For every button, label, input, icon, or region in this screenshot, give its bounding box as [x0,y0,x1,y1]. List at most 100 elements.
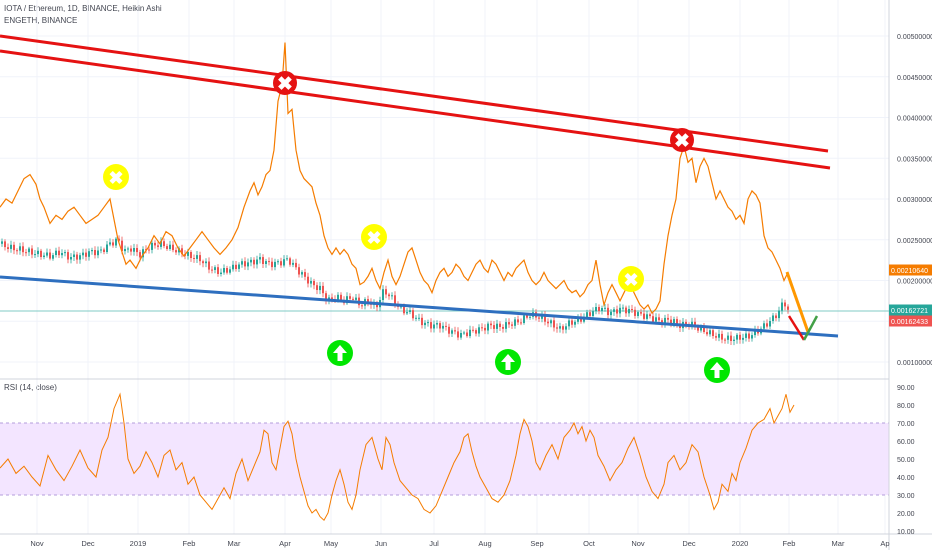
candle-body [481,327,483,329]
projection-red-line [787,315,806,341]
overlay-series-label: ENGETH, BINANCE [4,16,78,25]
rsi-tick-label: 40.00 [897,475,915,482]
candle-body [298,267,300,275]
candle-body [451,330,453,334]
candle-body [301,272,303,275]
candle-body [232,264,234,270]
support-line [0,275,839,338]
candle-body [256,259,258,265]
candle-body [346,296,348,304]
time-axis-labels: Nov Dec 2019 Feb Mar Apr May Jun Jul Aug Sep Oct Nov… [30,539,889,548]
candle-body [604,307,606,309]
candle-body [709,330,711,335]
time-tick-label: 2020 [732,539,749,548]
candle-body [478,327,480,334]
candle-body [643,313,645,319]
candle-body [367,299,369,303]
candle-body [13,244,15,251]
candle-body [517,319,519,323]
price-tag-bg [889,304,932,316]
rsi-tick-label: 20.00 [897,511,915,518]
candle-body [238,264,240,269]
candle-body [646,314,648,319]
time-tick-label: Dec [682,539,696,548]
time-tick-label: Nov [631,539,645,548]
candle-body [742,337,744,340]
candle-body [172,244,174,251]
candle-body [733,339,735,341]
candle-body [226,268,228,273]
time-tick-label: Dec [81,539,95,548]
candle-body [106,244,108,252]
candle-body [520,322,522,324]
candle-body [409,310,411,312]
candle-body [295,262,297,268]
time-tick-label: Mar [832,539,845,548]
candle-body [769,321,771,327]
candle-body [4,241,6,248]
resistance-line-upper [0,34,829,153]
candle-body [94,250,96,256]
candle-body [331,297,333,300]
candle-body [16,250,18,252]
candle-body [175,250,177,253]
time-tick-label: 2019 [130,539,147,548]
candle-body [28,248,30,253]
candle-body [235,264,237,269]
candle-body [133,248,135,252]
candle-body [718,333,720,338]
candle-body [202,261,204,264]
price-tick-label: 0.00300000 [897,197,932,204]
candle-body [751,335,753,339]
x-marker-yellow-3: ✖ [618,266,644,292]
candle-body [214,267,216,270]
candle-body [781,302,783,311]
candle-body [460,333,462,338]
candle-body [220,272,222,274]
candle-body [124,249,126,252]
candle-body [91,250,93,252]
candle-body [58,250,60,256]
candle-body [466,332,468,337]
candle-body [262,257,264,264]
candle-body [664,317,666,324]
candle-body [73,254,75,257]
candle-body [607,307,609,316]
candle-body [151,242,153,250]
candle-body [1,241,3,244]
candle-body [511,324,513,326]
candle-body [448,326,450,334]
candle-body [88,251,90,257]
candle-body [724,339,726,341]
candle-body [697,327,699,331]
candle-body [508,322,510,325]
candle-body [310,281,312,284]
candle-body [70,257,72,260]
candle-body [64,252,66,254]
candle-body [484,327,486,331]
candle-body [580,317,582,322]
rsi-tick-label: 70.00 [897,421,915,428]
candle-body [283,259,285,266]
candle-body [40,250,42,257]
candle-body [391,295,393,297]
candle-body [421,317,423,326]
candle-body [445,325,447,327]
price-tick-label: 0.00450000 [897,75,932,82]
candle-body [412,310,414,319]
candle-body [487,323,489,331]
time-tick-label: May [324,539,338,548]
candle-body [385,289,387,295]
rsi-axis-labels: 90.00 80.00 70.00 60.00 50.00 40.00 30.00 20.00… [897,385,915,536]
price-tag-bg [889,264,932,276]
candle-body [784,302,786,307]
candle-body [778,310,780,319]
up-arrow-marker-1 [327,340,353,366]
up-arrow-marker-2 [495,349,521,375]
candle-body [406,312,408,314]
candle-body [787,306,789,310]
candle-body [313,281,315,286]
candle-body [748,333,750,339]
